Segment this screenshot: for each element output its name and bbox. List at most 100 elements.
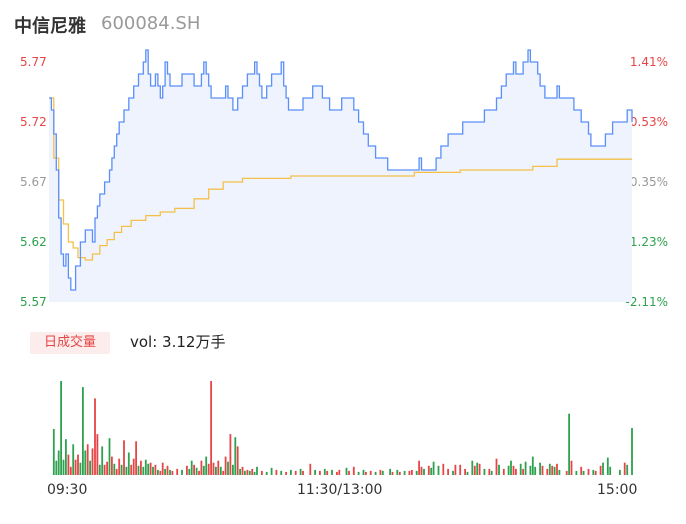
volume-bar-36 xyxy=(140,460,142,475)
volume-bar-3 xyxy=(60,381,62,475)
volume-bar-75 xyxy=(241,466,244,475)
volume-bar-92 xyxy=(309,463,312,475)
volume-bar-112 xyxy=(396,469,399,475)
volume-bar-39 xyxy=(147,463,150,475)
volume-bar-7 xyxy=(69,466,72,475)
volume-bar-97 xyxy=(331,469,333,475)
volume-bar-62 xyxy=(210,381,212,475)
volume-bar-174 xyxy=(623,462,626,475)
volume-bar-87 xyxy=(285,471,287,475)
volume-bar-113 xyxy=(398,471,401,475)
volume-bar-68 xyxy=(224,456,227,475)
volume-bar-99 xyxy=(338,469,341,475)
volume-bar-145 xyxy=(515,468,517,475)
volume-bar-94 xyxy=(319,470,321,475)
volume-bar-108 xyxy=(379,469,382,475)
volume-bar-148 xyxy=(524,461,527,475)
volume-bar-21 xyxy=(103,464,106,475)
volume-bar-128 xyxy=(454,464,457,475)
volume-bar-153 xyxy=(541,465,544,475)
volume-bar-135 xyxy=(478,463,481,475)
volume-bar-31 xyxy=(127,452,130,475)
x-tick-close: 15:00 xyxy=(597,482,638,498)
volume-bar-53 xyxy=(188,468,191,475)
volume-bar-161 xyxy=(568,413,570,475)
volume-bar-104 xyxy=(362,469,365,475)
volume-bar-43 xyxy=(157,469,159,475)
volume-bar-57 xyxy=(198,470,200,475)
volume-bar-100 xyxy=(345,467,348,475)
volume-bar-9 xyxy=(74,459,77,475)
volume-bar-121 xyxy=(427,465,430,475)
volume-bar-169 xyxy=(599,465,602,475)
volume-bar-151 xyxy=(534,466,537,475)
volume-bar-82 xyxy=(261,470,263,475)
volume-bar-91 xyxy=(302,470,304,475)
volume-bar-124 xyxy=(437,465,440,475)
volume-bar-67 xyxy=(222,470,225,475)
volume-bar-160 xyxy=(565,470,568,475)
volume-bar-125 xyxy=(442,463,445,475)
volume-bar-44 xyxy=(159,470,162,475)
volume-bar-11 xyxy=(79,462,82,475)
volume-bar-114 xyxy=(403,470,406,475)
volume-bar-88 xyxy=(290,469,292,475)
volume-bar-29 xyxy=(123,440,125,475)
volume-bar-27 xyxy=(118,458,121,475)
volume-bar-66 xyxy=(219,466,222,475)
volume-bar-126 xyxy=(447,468,449,475)
volume-bar-33 xyxy=(132,458,135,475)
volume-bar-168 xyxy=(594,470,597,475)
volume-bar-156 xyxy=(551,465,554,475)
volume-bar-10 xyxy=(77,454,79,475)
y-tick-left-2: 5.67 xyxy=(20,175,47,189)
volume-bar-81 xyxy=(256,466,258,475)
volume-bar-120 xyxy=(423,468,425,475)
volume-bar-139 xyxy=(495,458,498,475)
volume-bar-59 xyxy=(202,465,205,475)
volume-bar-5 xyxy=(65,439,67,475)
volume-bar-77 xyxy=(246,469,249,475)
price-line xyxy=(49,49,633,291)
volume-bar-51 xyxy=(181,469,183,475)
volume-bar-32 xyxy=(130,464,133,475)
volume-bar-127 xyxy=(452,470,454,475)
volume-bar-45 xyxy=(161,462,164,475)
volume-bar-163 xyxy=(575,470,578,475)
stock-name: 中信尼雅 xyxy=(14,16,86,37)
volume-bar-23 xyxy=(108,438,111,475)
volume-bar-157 xyxy=(553,466,556,475)
volume-bar-96 xyxy=(326,470,329,475)
volume-bar-50 xyxy=(176,468,179,475)
volume-bar-4 xyxy=(62,459,65,475)
volume-bar-14 xyxy=(86,444,89,475)
volume-bar-137 xyxy=(488,468,491,475)
y-tick-right-0: 1.41% xyxy=(629,55,668,69)
y-tick-left-3: 5.62 xyxy=(20,235,47,249)
volume-bar-83 xyxy=(265,471,268,475)
volume-bar-154 xyxy=(546,468,549,475)
volume-bar-42 xyxy=(154,464,157,475)
volume-bar-6 xyxy=(67,454,70,475)
volume-bar-12 xyxy=(82,387,84,475)
volume-bar-17 xyxy=(94,398,96,475)
volume-bar-136 xyxy=(483,468,486,475)
volume-bar-28 xyxy=(120,464,123,475)
volume-bar-175 xyxy=(626,464,629,475)
volume-bar-165 xyxy=(582,470,585,475)
volume-bar-149 xyxy=(529,465,532,475)
volume-bar-55 xyxy=(193,464,195,475)
average-price-line xyxy=(49,97,632,261)
volume-bar-69 xyxy=(227,461,229,475)
volume-bar-78 xyxy=(248,470,251,475)
volume-bar-54 xyxy=(190,460,193,475)
volume-bar-63 xyxy=(212,462,215,475)
volume-bar-171 xyxy=(606,457,609,475)
volume-bar-1 xyxy=(55,460,58,475)
volume-bar-90 xyxy=(299,468,302,475)
volume-bar-162 xyxy=(570,460,573,475)
volume-bar-172 xyxy=(609,466,612,475)
volume-bar-166 xyxy=(587,468,590,475)
volume-bar-111 xyxy=(391,471,394,475)
